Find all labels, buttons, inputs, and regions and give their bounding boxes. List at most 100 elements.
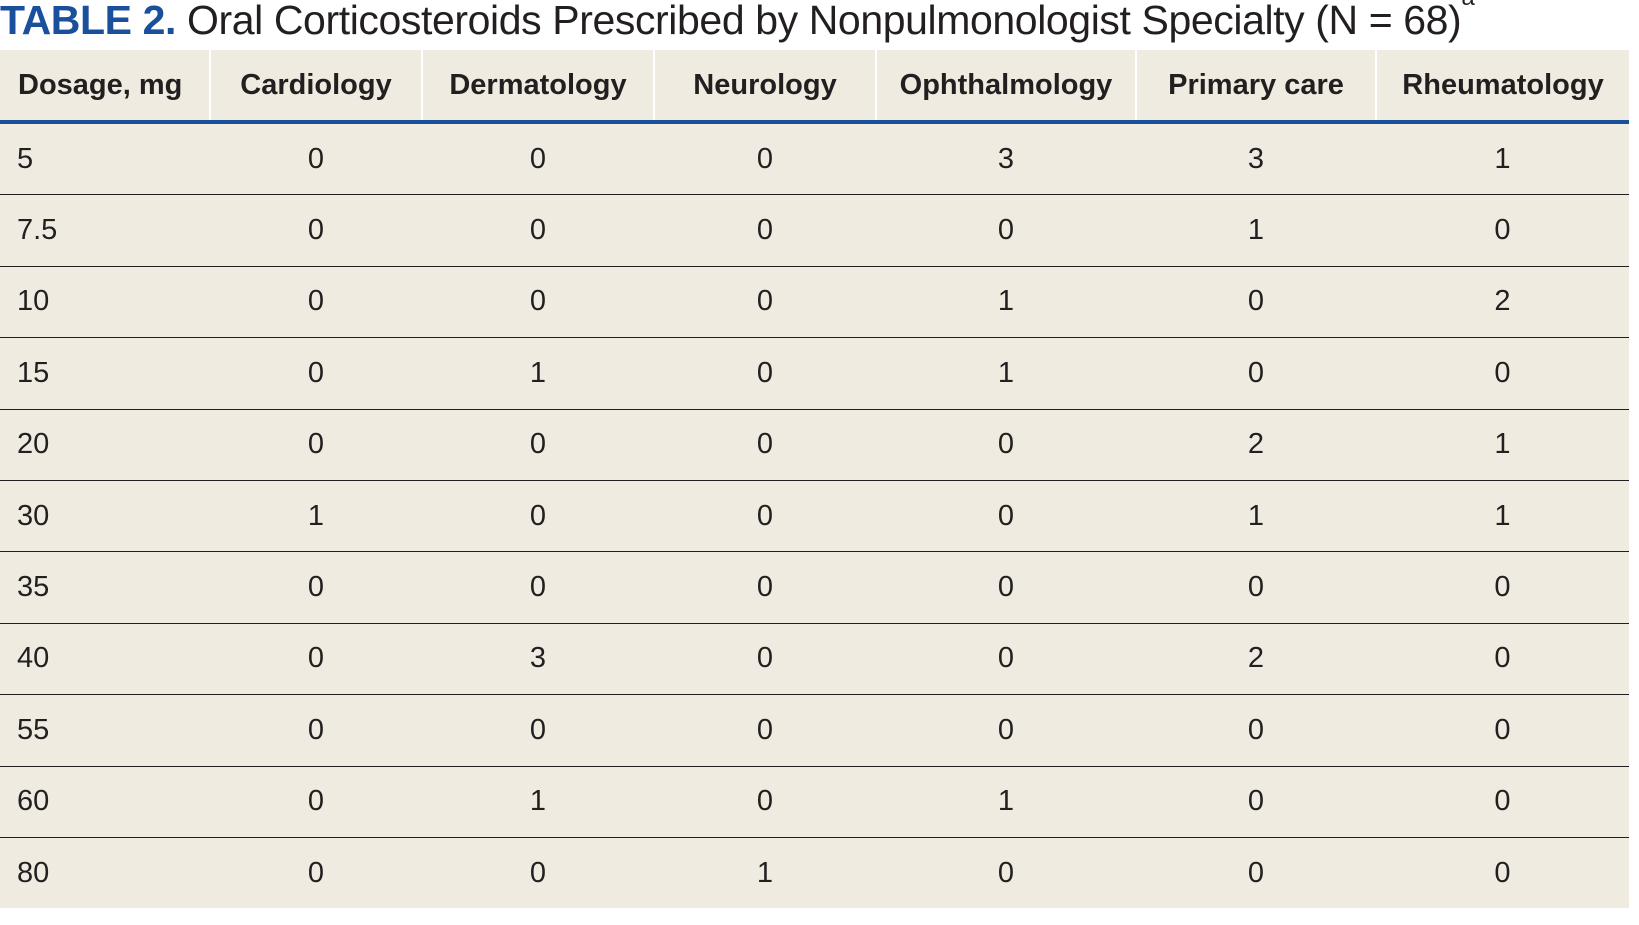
table-caption: Oral Corticosteroids Prescribed by Nonpu… (176, 0, 1462, 43)
count-cell: 0 (210, 409, 422, 481)
table-header-row: Dosage, mg Cardiology Dermatology Neurology… (0, 50, 1629, 124)
count-cell: 0 (1376, 551, 1629, 624)
footnote-marker: a (1461, 0, 1474, 11)
dosage-cell: 60 (0, 766, 210, 838)
count-cell: 2 (1376, 266, 1629, 339)
dosage-cell: 15 (0, 337, 210, 410)
count-cell: 0 (422, 409, 654, 481)
count-cell: 1 (876, 266, 1136, 339)
column-header-neurology: Neurology (654, 50, 877, 124)
column-header-rheumatology: Rheumatology (1376, 50, 1629, 124)
count-cell: 1 (1376, 122, 1629, 196)
count-cell: 0 (654, 337, 876, 410)
dosage-cell: 10 (0, 266, 210, 339)
column-header-cardiology: Cardiology (210, 50, 423, 124)
count-cell: 0 (210, 266, 422, 339)
data-table-container: Dosage, mg Cardiology Dermatology Neurology… (0, 50, 1629, 909)
count-cell: 0 (1376, 194, 1629, 267)
table-row: 35 0 0 0 0 0 0 (0, 551, 1629, 624)
count-cell: 0 (654, 266, 876, 339)
table-body: 5 0 0 0 3 3 1 7.5 0 0 0 0 1 0 10 0 0 0 1 0 2 15 0 1 0 1 0 0 20 0 0 0 0 2 1… (0, 122, 1629, 908)
dosage-cell: 40 (0, 623, 210, 696)
count-cell: 0 (1376, 694, 1629, 767)
count-cell: 1 (422, 337, 654, 410)
count-cell: 2 (1136, 409, 1376, 481)
count-cell: 3 (876, 122, 1136, 196)
count-cell: 0 (997, 856, 1015, 889)
dosage-cell: 80 (17, 856, 50, 889)
count-cell: 0 (876, 194, 1136, 267)
count-cell: 0 (1136, 266, 1376, 339)
count-cell: 0 (422, 551, 654, 624)
dosage-cell: 5 (0, 122, 210, 196)
column-header-primary-care: Primary care (1136, 50, 1377, 124)
count-cell: 0 (654, 480, 876, 553)
count-cell: 0 (210, 122, 422, 196)
count-cell: 1 (1376, 480, 1629, 553)
count-cell: 0 (422, 194, 654, 267)
count-cell: 0 (1136, 337, 1376, 410)
table-row: 10 0 0 0 1 0 2 (0, 266, 1629, 339)
count-cell: 0 (422, 480, 654, 553)
count-cell: 0 (210, 194, 422, 267)
count-cell: 3 (422, 623, 654, 696)
table-row: 55 0 0 0 0 0 0 (0, 694, 1629, 767)
count-cell: 0 (1376, 623, 1629, 696)
count-cell: 0 (210, 766, 422, 838)
count-cell: 0 (210, 551, 422, 624)
count-cell: 0 (1494, 856, 1511, 889)
column-header-dermatology: Dermatology (422, 50, 655, 124)
count-cell: 1 (876, 766, 1136, 838)
count-cell: 1 (756, 856, 774, 889)
count-cell: 0 (1376, 766, 1629, 838)
count-cell: 0 (1247, 856, 1265, 889)
count-cell: 0 (422, 266, 654, 339)
count-cell: 0 (422, 122, 654, 196)
count-cell: 0 (1136, 694, 1376, 767)
count-cell: 0 (422, 694, 654, 767)
table-row: 7.5 0 0 0 0 1 0 (0, 194, 1629, 267)
count-cell: 0 (654, 122, 876, 196)
column-header-ophthalmology: Ophthalmology (876, 50, 1137, 124)
count-cell: 0 (307, 856, 325, 889)
count-cell: 0 (876, 551, 1136, 624)
count-cell: 0 (210, 623, 422, 696)
count-cell: 0 (1136, 766, 1376, 838)
count-cell: 0 (654, 194, 876, 267)
dosage-cell: 20 (0, 409, 210, 481)
count-cell: 1 (210, 480, 422, 553)
data-table: Dosage, mg Cardiology Dermatology Neurology… (0, 50, 1629, 908)
count-cell: 0 (876, 623, 1136, 696)
dosage-cell: 7.5 (0, 194, 210, 267)
count-cell: 0 (529, 856, 547, 889)
table-row: 30 1 0 0 0 1 1 (0, 480, 1629, 553)
dosage-cell: 30 (0, 480, 210, 553)
count-cell: 0 (1136, 551, 1376, 624)
count-cell: 0 (876, 694, 1136, 767)
count-cell: 1 (1376, 409, 1629, 481)
count-cell: 2 (1136, 623, 1376, 696)
count-cell: 1 (876, 337, 1136, 410)
table-row: 15 0 1 0 1 0 0 (0, 337, 1629, 410)
count-cell: 3 (1136, 122, 1376, 196)
count-cell: 1 (1136, 194, 1376, 267)
table-row: 80 0 0 1 0 0 0 (0, 837, 1629, 908)
count-cell: 0 (210, 337, 422, 410)
dosage-cell: 35 (0, 551, 210, 624)
count-cell: 0 (654, 694, 876, 767)
count-cell: 0 (876, 409, 1136, 481)
count-cell: 0 (1376, 337, 1629, 410)
count-cell: 1 (1136, 480, 1376, 553)
count-cell: 0 (876, 480, 1136, 553)
count-cell: 1 (422, 766, 654, 838)
count-cell: 0 (210, 694, 422, 767)
count-cell: 0 (654, 409, 876, 481)
count-cell: 0 (654, 551, 876, 624)
table-row: 60 0 1 0 1 0 0 (0, 766, 1629, 838)
count-cell: 0 (654, 623, 876, 696)
table-row: 20 0 0 0 0 2 1 (0, 409, 1629, 481)
table-title: TABLE 2. Oral Corticosteroids Prescribed… (0, 0, 1639, 48)
count-cell: 0 (654, 766, 876, 838)
table-number-label: TABLE 2. (0, 0, 176, 43)
